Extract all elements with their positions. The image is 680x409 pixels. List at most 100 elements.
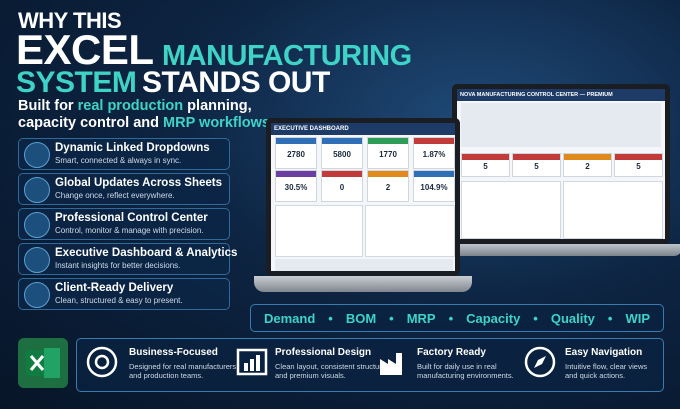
tag: Capacity xyxy=(466,310,521,326)
kpi-card: 5800 xyxy=(321,137,363,169)
panel xyxy=(461,103,661,147)
kpi-value: 5 xyxy=(534,162,539,171)
feature-desc: Change once, reflect everywhere. xyxy=(55,191,175,200)
kpi-value: 2 xyxy=(385,183,391,192)
line: and production teams. xyxy=(129,371,204,380)
benefit-desc: Built for daily use in real manufacturing… xyxy=(417,362,514,380)
icon xyxy=(24,142,50,168)
line: manufacturing environments. xyxy=(417,371,514,380)
kpi-card: 1770 xyxy=(367,137,409,169)
excel-icon xyxy=(18,338,68,388)
benefit-desc: Designed for real manufacturers and produ… xyxy=(129,362,236,380)
kpi-card: 5 xyxy=(512,153,561,177)
kpi-grid: 2780 5800 1770 1.87% 30.5% 0 2 104.9% xyxy=(275,137,455,202)
kpi-card: 1.87% xyxy=(413,137,455,169)
panel xyxy=(275,259,453,271)
kpi-card: 0 xyxy=(321,170,363,202)
title-word: SYSTEM xyxy=(16,66,137,99)
kpi-value: 2 xyxy=(585,162,590,171)
subtitle-part: real production xyxy=(77,98,184,114)
feature: Global Updates Across Sheets Change once,… xyxy=(18,173,230,205)
feature-desc: Control, monitor & manage with precision… xyxy=(55,226,204,235)
separator: • xyxy=(328,310,333,326)
kpi-row: 5 5 2 5 xyxy=(461,153,665,177)
feature-desc: Smart, connected & always in sync. xyxy=(55,156,182,165)
benefit-title: Business-Focused xyxy=(129,347,218,358)
feature-title: Global Updates Across Sheets xyxy=(55,177,223,189)
kpi-card: 104.9% xyxy=(413,170,455,202)
benefits-bar: Business-Focused Designed for real manufa… xyxy=(76,338,664,392)
kpi-card: 5 xyxy=(614,153,663,177)
title-word: EXCEL xyxy=(16,26,154,73)
kpi-value: 5800 xyxy=(333,150,351,159)
subtitle-part: Built for xyxy=(18,98,78,114)
line: Designed for real manufacturers xyxy=(129,362,237,371)
feature-title: Professional Control Center xyxy=(55,212,208,224)
icon xyxy=(236,348,268,376)
laptop-base xyxy=(440,244,680,256)
kpi-header xyxy=(615,154,662,160)
line: and quick actions. xyxy=(565,371,626,380)
subtitle-part: capacity control and xyxy=(18,115,164,131)
table xyxy=(461,181,561,239)
laptop-screen: NOVA MANUFACTURING CONTROL CENTER — PREM… xyxy=(452,84,670,244)
feature: Client-Ready Delivery Clean, structured &… xyxy=(18,278,230,310)
kpi-value: 5 xyxy=(483,162,488,171)
icon xyxy=(24,282,50,308)
feature-title: Dynamic Linked Dropdowns xyxy=(55,142,210,154)
separator: • xyxy=(607,310,613,326)
tag: MRP xyxy=(406,310,436,326)
table xyxy=(275,205,363,257)
benefit-title: Professional Design xyxy=(275,347,372,358)
kpi-header xyxy=(322,171,362,177)
kpi-card: 5 xyxy=(461,153,510,177)
title-word: MANUFACTURING xyxy=(162,40,412,72)
icon xyxy=(86,346,118,378)
screen-title: NOVA MANUFACTURING CONTROL CENTER — PREM… xyxy=(457,89,665,101)
kpi-value: 5 xyxy=(636,162,641,171)
kpi-header xyxy=(276,138,316,144)
kpi-header xyxy=(462,154,509,160)
kpi-value: 104.9% xyxy=(420,183,448,192)
icon xyxy=(380,353,402,375)
table xyxy=(563,181,663,239)
feature: Professional Control Center Control, moni… xyxy=(18,208,230,240)
benefit-title: Easy Navigation xyxy=(565,347,643,358)
title-word: STANDS OUT xyxy=(142,66,330,99)
subtitle-part: planning, xyxy=(183,98,252,114)
icon xyxy=(24,212,50,238)
line: Clean layout, consistent structure xyxy=(275,362,386,371)
subtitle-part: MRP workflows xyxy=(163,115,270,131)
separator: • xyxy=(389,310,394,326)
tag: Demand xyxy=(263,310,316,326)
kpi-header xyxy=(368,138,408,144)
kpi-header xyxy=(276,171,316,177)
line: Intuitive flow, clear views xyxy=(565,362,648,371)
kpi-value: 1.87% xyxy=(422,150,446,159)
line: Built for daily use in real xyxy=(417,362,497,371)
icon xyxy=(26,348,60,378)
feature-title: Executive Dashboard & Analytics xyxy=(55,247,238,259)
benefit-desc: Intuitive flow, clear views and quick act… xyxy=(565,362,647,380)
benefit-title: Factory Ready xyxy=(417,347,486,358)
kpi-header xyxy=(414,138,454,144)
line: and premium visuals. xyxy=(275,371,346,380)
table xyxy=(365,205,455,257)
separator: • xyxy=(533,310,538,326)
kpi-header xyxy=(513,154,560,160)
laptop-base xyxy=(254,276,472,292)
tag-bar: Demand • BOM • MRP • Capacity • Quality • WIP xyxy=(250,304,664,332)
feature: Dynamic Linked Dropdowns Smart, connected… xyxy=(18,138,230,170)
kpi-header xyxy=(564,154,611,160)
feature: Executive Dashboard & Analytics Instant i… xyxy=(18,243,237,275)
title-line: WHY THIS xyxy=(18,8,122,33)
tag: WIP xyxy=(625,310,651,326)
icon xyxy=(24,177,50,203)
feature-desc: Clean, structured & easy to present. xyxy=(55,296,183,305)
feature-desc: Instant insights for better decisions. xyxy=(55,261,181,270)
kpi-card: 2 xyxy=(563,153,612,177)
tag: Quality xyxy=(550,310,595,326)
kpi-card: 2 xyxy=(367,170,409,202)
kpi-value: 30.5% xyxy=(284,183,308,192)
